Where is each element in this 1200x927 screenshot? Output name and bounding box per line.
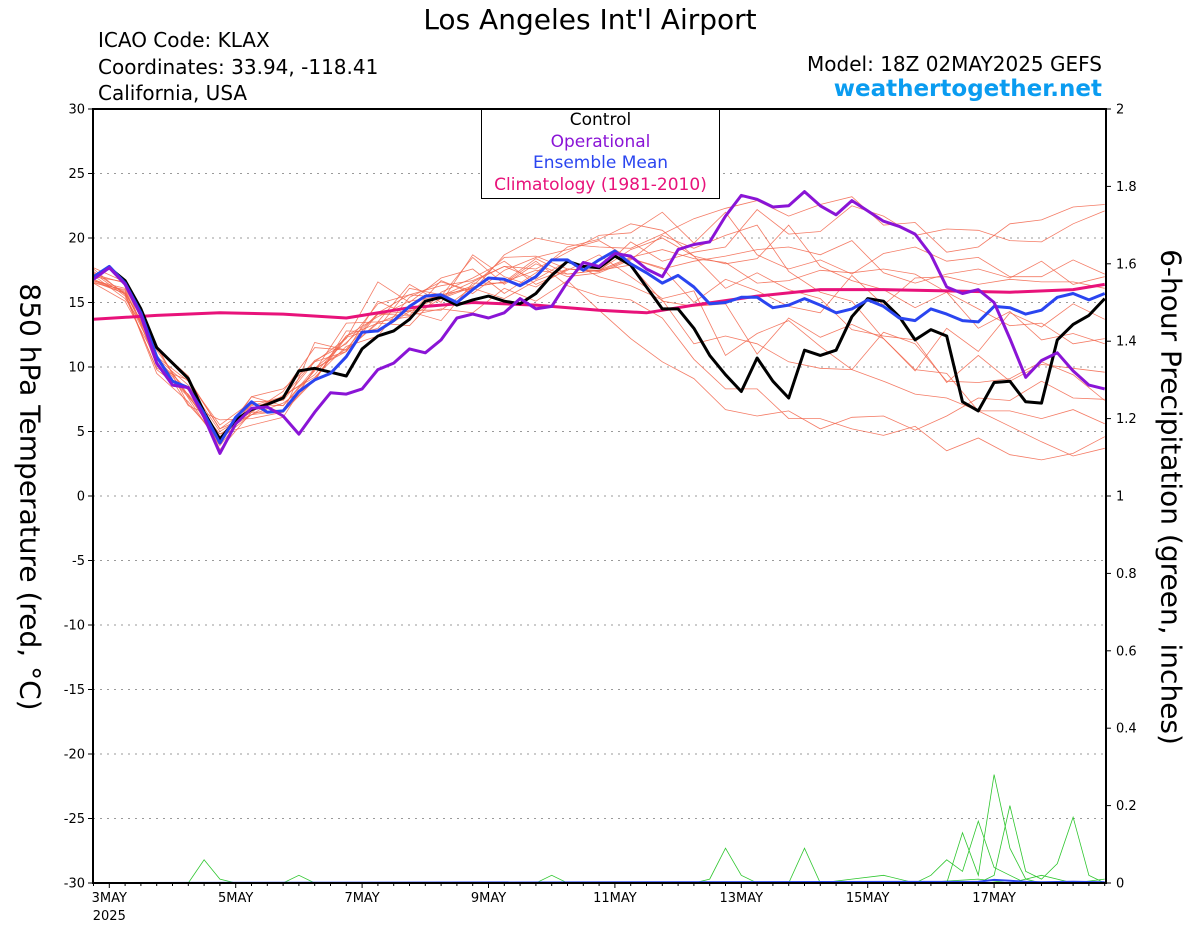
coordinates: Coordinates: 33.94, -118.41 <box>98 55 379 79</box>
y2-tick-label: 0.2 <box>1116 799 1137 814</box>
y-tick-label: 20 <box>68 232 85 247</box>
y2-tick-label: 1.2 <box>1116 412 1137 427</box>
y-tick-label: 25 <box>68 167 85 182</box>
x-tick-label: 5MAY <box>218 891 253 906</box>
y2-tick-label: 0.8 <box>1116 567 1137 582</box>
y-tick-label: -30 <box>64 877 85 892</box>
y-tick-label: -15 <box>64 683 85 698</box>
y-tick-label: 30 <box>68 103 85 118</box>
precipitation-lines <box>93 774 1105 884</box>
precip-member-line <box>93 774 1105 884</box>
y2-tick-label: 0.6 <box>1116 644 1137 659</box>
legend-item-ensemble-mean: Ensemble Mean <box>532 153 669 173</box>
legend-item-climatology: Climatology (1981-2010) <box>494 174 707 195</box>
y-axis-label-right: 6-hour Precipitation (green, inches) <box>1154 249 1188 745</box>
y-tick-label: -25 <box>64 812 85 827</box>
x-tick-label: 9MAY <box>471 891 506 906</box>
precip-member-line <box>93 859 1089 884</box>
precip-member-line <box>93 847 1105 884</box>
series-operational-line <box>92 190 1106 455</box>
legend: Control Operational Ensemble Mean Climat… <box>481 109 720 199</box>
x-tick-label: 17MAY <box>972 891 1016 906</box>
y-axis-label-left: 850 hPa Temperature (red, °C) <box>13 283 47 711</box>
axes: 302520151050-5-10-15-20-25-3021.81.61.41… <box>64 103 1137 925</box>
ensemble-member-line <box>93 211 1105 430</box>
ensemble-member-line <box>93 260 1105 461</box>
y2-tick-label: 0.4 <box>1116 722 1137 737</box>
y-tick-label: -10 <box>64 619 85 634</box>
y-tick-label: -20 <box>64 748 85 763</box>
legend-item-control: Control <box>569 110 632 130</box>
y2-tick-label: 1.4 <box>1116 335 1137 350</box>
chart-title: Los Angeles Int'l Airport <box>423 3 757 36</box>
ensemble-member-line <box>93 240 1105 426</box>
precip-member-line <box>93 805 1105 884</box>
precip-member-line <box>93 819 1105 884</box>
y2-tick-label: 1.8 <box>1116 180 1137 195</box>
series-control-line <box>92 254 1106 441</box>
site-link[interactable]: weathertogether.net <box>833 76 1102 102</box>
ensemble-member-line <box>93 223 1105 444</box>
ensemble-member-line <box>93 254 1105 421</box>
x-year-label: 2025 <box>93 909 126 924</box>
y-tick-label: 10 <box>68 361 85 376</box>
legend-item-operational: Operational <box>550 131 651 152</box>
icao-code: ICAO Code: KLAX <box>98 28 270 52</box>
model-run: Model: 18Z 02MAY2025 GEFS <box>807 52 1102 76</box>
x-tick-label: 11MAY <box>593 891 637 906</box>
x-tick-label: 7MAY <box>344 891 379 906</box>
grid <box>93 173 1106 819</box>
ensemble-members <box>93 196 1105 461</box>
y2-tick-label: 1 <box>1116 490 1124 505</box>
ensemble-member-line <box>93 254 1105 451</box>
y-tick-label: 15 <box>68 296 85 311</box>
x-tick-label: 13MAY <box>720 891 764 906</box>
y2-tick-label: 1.6 <box>1116 257 1137 272</box>
y2-tick-label: 0 <box>1116 877 1124 892</box>
temperature-series <box>92 190 1106 455</box>
y-tick-label: -5 <box>72 554 85 569</box>
region: California, USA <box>98 81 248 105</box>
y2-tick-label: 2 <box>1116 103 1124 118</box>
ensemble-member-line <box>93 224 1105 457</box>
y-tick-label: 0 <box>77 490 85 505</box>
precip-ensemble-mean-line <box>93 878 1105 884</box>
x-tick-label: 3MAY <box>92 891 127 906</box>
y-tick-label: 5 <box>77 425 85 440</box>
ensemble-member-line <box>93 237 1105 439</box>
x-tick-label: 15MAY <box>846 891 890 906</box>
